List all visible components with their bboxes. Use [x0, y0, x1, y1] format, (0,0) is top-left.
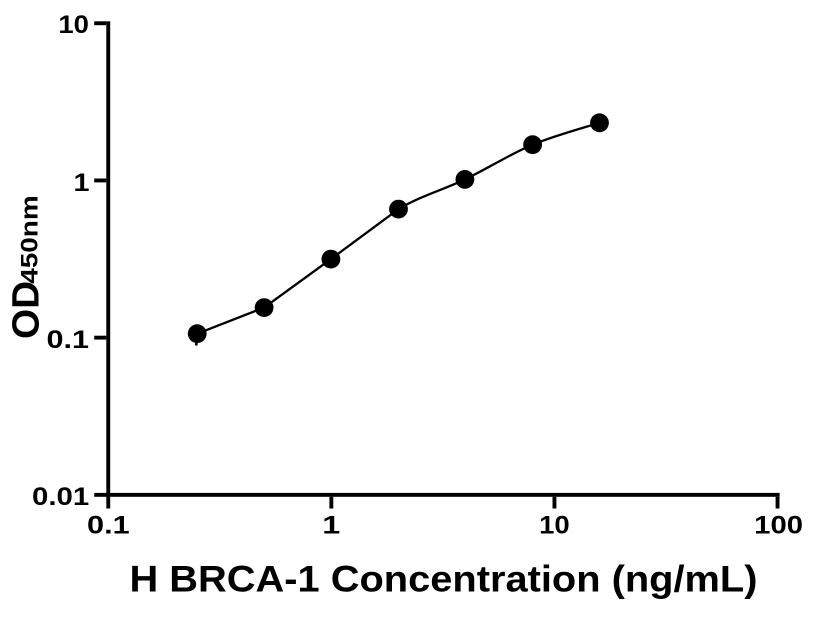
svg-text:0.1: 0.1 — [87, 511, 130, 539]
svg-text:0.01: 0.01 — [32, 483, 89, 511]
svg-text:100: 100 — [754, 511, 803, 539]
svg-text:10: 10 — [539, 511, 570, 539]
svg-text:10: 10 — [58, 11, 89, 39]
svg-text:1: 1 — [74, 169, 90, 197]
svg-text:1: 1 — [322, 511, 340, 539]
svg-text:0.1: 0.1 — [47, 326, 90, 354]
svg-text:OD: OD — [6, 281, 48, 339]
svg-text:450nm: 450nm — [17, 195, 44, 284]
svg-text:H BRCA-1 Concentration (ng/mL): H BRCA-1 Concentration (ng/mL) — [130, 559, 758, 600]
